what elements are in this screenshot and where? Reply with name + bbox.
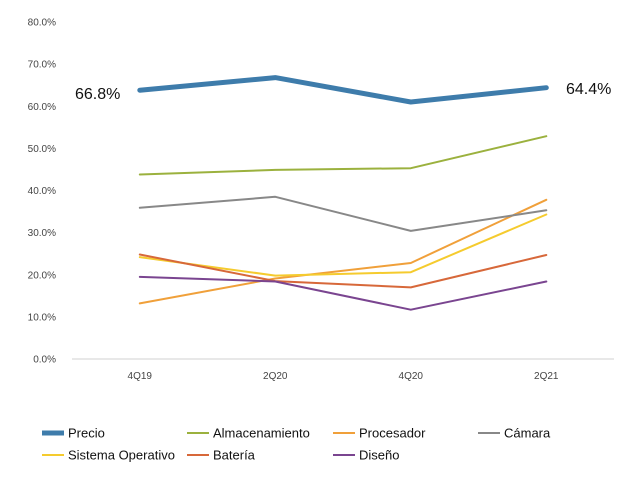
- data-label-precio-last: 64.4%: [566, 81, 611, 98]
- y-tick-label: 0.0%: [33, 355, 56, 366]
- y-tick-label: 80.0%: [28, 18, 56, 29]
- legend-label: Diseño: [359, 448, 399, 463]
- legend-item-camara: Cámara: [478, 426, 551, 441]
- y-tick-label: 70.0%: [28, 60, 56, 71]
- legend: Precio Almacenamiento Procesador Cámara Sist…: [42, 426, 551, 463]
- legend-label: Procesador: [359, 426, 426, 441]
- x-tick-label: 2Q21: [534, 371, 559, 382]
- series-line-precio: [137, 75, 549, 105]
- x-tick-label: 4Q20: [399, 371, 424, 382]
- y-tick-label: 40.0%: [28, 186, 56, 197]
- legend-item-bateria: Batería: [187, 448, 256, 463]
- series-line-procesador: [138, 198, 548, 305]
- y-tick-label: 60.0%: [28, 102, 56, 113]
- legend-label: Almacenamiento: [213, 426, 310, 441]
- data-labels: 66.8% 64.4%: [75, 81, 611, 103]
- series-lines: [137, 75, 549, 311]
- legend-item-precio: Precio: [42, 426, 105, 441]
- legend-label: Precio: [68, 426, 105, 441]
- legend-label: Sistema Operativo: [68, 448, 175, 463]
- series-line-diseno: [138, 275, 548, 311]
- series-line-camara: [138, 195, 548, 232]
- y-tick-label: 10.0%: [28, 312, 56, 323]
- y-tick-label: 50.0%: [28, 144, 56, 155]
- x-axis-ticks: 4Q19 2Q20 4Q20 2Q21: [128, 371, 559, 382]
- legend-item-almacenamiento: Almacenamiento: [187, 426, 310, 441]
- y-tick-label: 20.0%: [28, 270, 56, 281]
- y-tick-label: 30.0%: [28, 228, 56, 239]
- legend-item-sistema-operativo: Sistema Operativo: [42, 448, 175, 463]
- series-line-almacenamiento: [138, 135, 548, 176]
- y-axis-ticks: 0.0% 10.0% 20.0% 30.0% 40.0% 50.0% 60.0% 70.0% 8…: [28, 18, 56, 366]
- series-line-sistema-operativo: [138, 213, 548, 277]
- legend-label: Batería: [213, 448, 256, 463]
- legend-label: Cámara: [504, 426, 551, 441]
- data-label-precio-first: 66.8%: [75, 86, 120, 103]
- series-line-bateria: [138, 253, 548, 289]
- legend-item-procesador: Procesador: [333, 426, 426, 441]
- legend-item-diseno: Diseño: [333, 448, 399, 463]
- x-tick-label: 4Q19: [128, 371, 153, 382]
- x-tick-label: 2Q20: [263, 371, 288, 382]
